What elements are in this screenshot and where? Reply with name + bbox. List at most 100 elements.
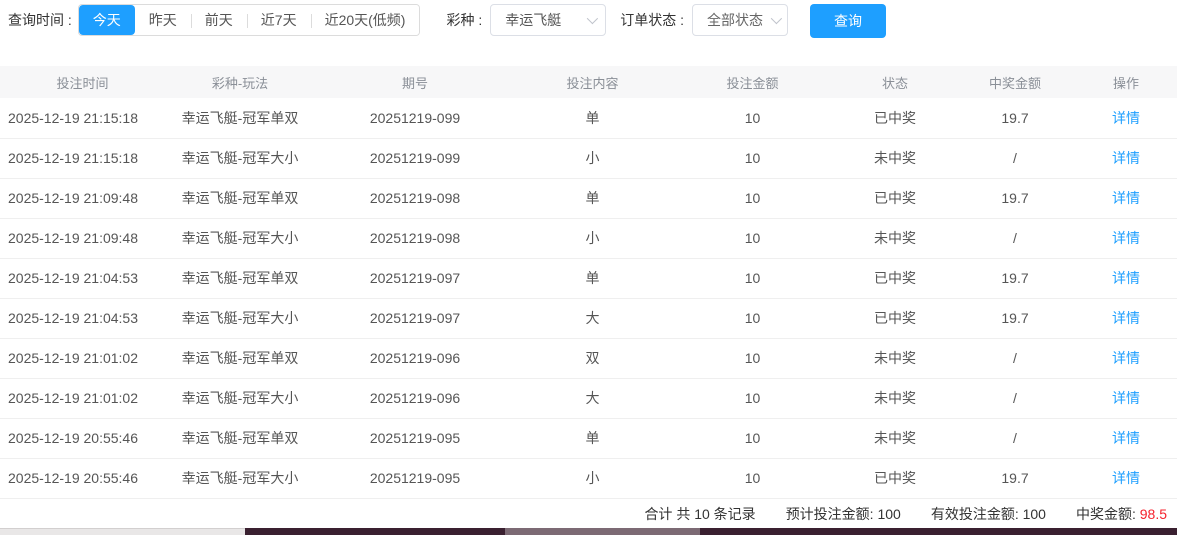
status-text: 已中奖 xyxy=(835,458,955,499)
detail-link[interactable]: 详情 xyxy=(1112,350,1140,366)
table-row: 2025-12-19 20:55:46 幸运飞艇-冠军大小 20251219-0… xyxy=(0,458,1177,499)
valid-bet-amount: 有效投注金额: 100 xyxy=(931,504,1046,524)
prize-amount: 19.7 xyxy=(955,298,1075,339)
game-play: 幸运飞艇-冠军大小 xyxy=(165,458,315,499)
time-option-day-before[interactable]: 前天 xyxy=(190,5,247,35)
bet-time: 2025-12-19 21:04:53 xyxy=(0,258,165,299)
prize-amount: 19.7 xyxy=(955,458,1075,499)
issue-number: 20251219-098 xyxy=(315,218,515,259)
expected-bet-amount-value: 100 xyxy=(877,505,901,522)
table-row: 2025-12-19 21:04:53 幸运飞艇-冠军大小 20251219-0… xyxy=(0,298,1177,339)
prize-amount: / xyxy=(955,218,1075,259)
bet-content: 单 xyxy=(515,178,670,219)
prize-amount: 19.7 xyxy=(955,258,1075,299)
scrollbar-light-track xyxy=(0,528,245,535)
prize-amount: / xyxy=(955,138,1075,179)
bet-amount: 10 xyxy=(670,458,835,499)
detail-link[interactable]: 详情 xyxy=(1112,270,1140,286)
lottery-type-select[interactable]: 幸运飞艇 xyxy=(490,4,607,36)
order-status-value: 全部状态 xyxy=(707,12,764,28)
prize-amount: / xyxy=(955,338,1075,379)
chevron-down-icon xyxy=(770,12,783,25)
issue-number: 20251219-097 xyxy=(315,298,515,339)
table-row: 2025-12-19 20:55:46 幸运飞艇-冠军单双 20251219-0… xyxy=(0,418,1177,459)
header-bet-content: 投注内容 xyxy=(515,66,670,98)
summary-footer: 合计 共 10 条记录 预计投注金额: 100 有效投注金额: 100 中奖金额… xyxy=(0,499,1177,529)
valid-bet-amount-value: 100 xyxy=(1022,505,1046,522)
game-play: 幸运飞艇-冠军单双 xyxy=(165,258,315,299)
detail-link[interactable]: 详情 xyxy=(1112,310,1140,326)
bet-time: 2025-12-19 21:04:53 xyxy=(0,298,165,339)
bet-amount: 10 xyxy=(670,298,835,339)
detail-link[interactable]: 详情 xyxy=(1112,109,1140,126)
bet-time: 2025-12-19 21:09:48 xyxy=(0,218,165,259)
horizontal-scrollbar[interactable] xyxy=(0,528,1177,535)
game-play: 幸运飞艇-冠军单双 xyxy=(165,98,315,139)
issue-number: 20251219-096 xyxy=(315,338,515,379)
bet-time: 2025-12-19 21:01:02 xyxy=(0,338,165,379)
bet-amount: 10 xyxy=(670,418,835,459)
detail-link[interactable]: 详情 xyxy=(1112,150,1140,166)
header-game-play: 彩种-玩法 xyxy=(165,66,315,98)
bet-content: 小 xyxy=(515,458,670,499)
status-text: 已中奖 xyxy=(835,98,955,139)
status-text: 未中奖 xyxy=(835,138,955,179)
total-records-text: 合计 共 10 条记录 xyxy=(644,505,756,522)
issue-number: 20251219-096 xyxy=(315,378,515,419)
issue-number: 20251219-098 xyxy=(315,178,515,219)
header-bet-time: 投注时间 xyxy=(0,66,165,98)
header-issue: 期号 xyxy=(315,66,515,98)
status-text: 已中奖 xyxy=(835,178,955,219)
table-row: 2025-12-19 21:01:02 幸运飞艇-冠军大小 20251219-0… xyxy=(0,378,1177,419)
status-text: 已中奖 xyxy=(835,258,955,299)
bet-content: 小 xyxy=(515,218,670,259)
bet-amount: 10 xyxy=(670,338,835,379)
issue-number: 20251219-099 xyxy=(315,138,515,179)
header-prize-amount: 中奖金额 xyxy=(955,66,1075,98)
table-row: 2025-12-19 21:15:18 幸运飞艇-冠军大小 20251219-0… xyxy=(0,138,1177,179)
bet-amount: 10 xyxy=(670,138,835,179)
issue-number: 20251219-095 xyxy=(315,458,515,499)
lottery-type-label: 彩种 : xyxy=(446,12,483,28)
total-prize-amount-label: 中奖金额: xyxy=(1075,505,1136,522)
header-bet-amount: 投注金额 xyxy=(670,66,835,98)
table-row: 2025-12-19 21:01:02 幸运飞艇-冠军单双 20251219-0… xyxy=(0,338,1177,379)
bet-amount: 10 xyxy=(670,98,835,139)
detail-link[interactable]: 详情 xyxy=(1112,470,1140,486)
scrollbar-thumb[interactable] xyxy=(505,528,700,535)
prize-amount: 19.7 xyxy=(955,178,1075,219)
valid-bet-amount-label: 有效投注金额: xyxy=(930,505,1019,522)
detail-link[interactable]: 详情 xyxy=(1112,390,1140,406)
game-play: 幸运飞艇-冠军单双 xyxy=(165,338,315,379)
bet-time: 2025-12-19 20:55:46 xyxy=(0,418,165,459)
bet-records-table: 投注时间 彩种-玩法 期号 投注内容 投注金额 状态 中奖金额 操作 2025-… xyxy=(0,66,1177,499)
bet-amount: 10 xyxy=(670,218,835,259)
game-play: 幸运飞艇-冠军大小 xyxy=(165,298,315,339)
bet-time: 2025-12-19 21:15:18 xyxy=(0,98,165,139)
game-play: 幸运飞艇-冠军单双 xyxy=(165,178,315,219)
bet-content: 大 xyxy=(515,298,670,339)
bet-amount: 10 xyxy=(670,258,835,299)
time-option-last7days[interactable]: 近7天 xyxy=(246,5,311,35)
detail-link[interactable]: 详情 xyxy=(1112,230,1140,246)
time-range-button-group: 今天 昨天 前天 近7天 近20天(低频) xyxy=(77,4,421,36)
bet-content: 单 xyxy=(515,98,670,139)
order-status-select[interactable]: 全部状态 xyxy=(692,4,789,36)
game-play: 幸运飞艇-冠军大小 xyxy=(165,218,315,259)
total-prize-amount: 中奖金额: 98.5 xyxy=(1076,504,1167,524)
status-text: 未中奖 xyxy=(835,218,955,259)
game-play: 幸运飞艇-冠军单双 xyxy=(165,418,315,459)
time-option-yesterday[interactable]: 昨天 xyxy=(134,5,191,35)
prize-amount: 19.7 xyxy=(955,98,1075,139)
time-option-last20days[interactable]: 近20天(低频) xyxy=(310,5,420,35)
query-time-label: 查询时间 : xyxy=(8,12,72,28)
total-prize-amount-value: 98.5 xyxy=(1139,505,1167,522)
detail-link[interactable]: 详情 xyxy=(1112,190,1140,206)
query-button[interactable]: 查询 xyxy=(810,4,887,38)
status-text: 未中奖 xyxy=(835,418,955,459)
time-option-today[interactable]: 今天 xyxy=(78,5,135,35)
status-text: 未中奖 xyxy=(835,338,955,379)
status-text: 已中奖 xyxy=(835,298,955,339)
detail-link[interactable]: 详情 xyxy=(1112,430,1140,446)
bet-content: 大 xyxy=(515,378,670,419)
